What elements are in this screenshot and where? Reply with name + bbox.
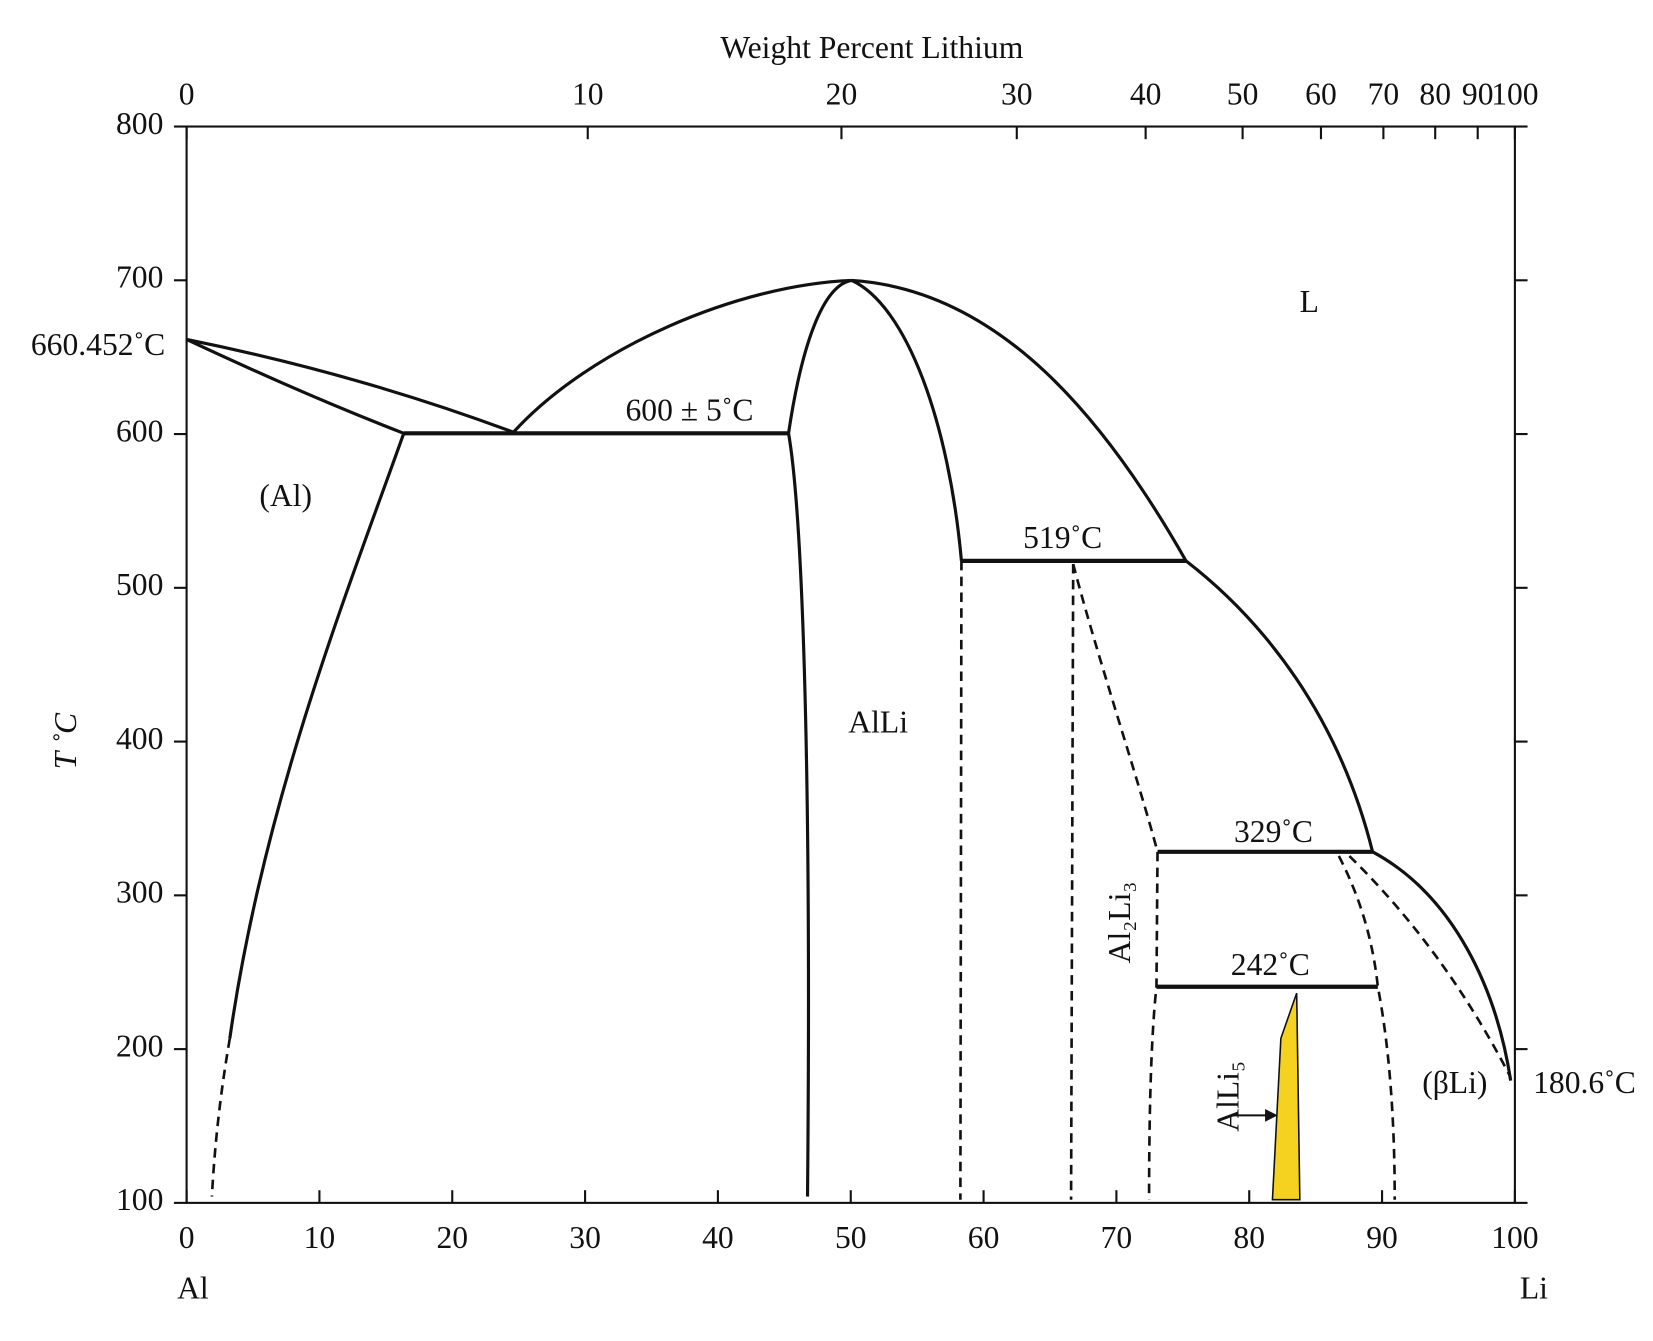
phase-boundary-dashed bbox=[1147, 851, 1159, 1200]
y-tick-label: 700 bbox=[116, 260, 163, 295]
x-tick-label: 90 bbox=[1366, 1220, 1398, 1255]
x-tick-label: 30 bbox=[569, 1220, 601, 1255]
x-tick-label: 40 bbox=[702, 1220, 734, 1255]
liquidus bbox=[512, 278, 852, 434]
solidus bbox=[185, 338, 405, 435]
y-tick-label: 100 bbox=[116, 1182, 163, 1217]
x2-tick-label: 20 bbox=[826, 76, 858, 111]
x-right-label: Li bbox=[1520, 1271, 1548, 1306]
y-tick-label: 600 bbox=[116, 413, 163, 448]
phase-boundary-dashed bbox=[1348, 855, 1512, 1079]
x2-tick-label: 100 bbox=[1491, 76, 1538, 111]
annotation: 329˚C bbox=[1234, 814, 1313, 849]
phase-boundary-dashed bbox=[1337, 855, 1397, 1200]
x-tick-label: 100 bbox=[1491, 1220, 1538, 1255]
annotation: 519˚C bbox=[1023, 520, 1102, 555]
x-tick-label: 60 bbox=[968, 1220, 1000, 1255]
phase-label: (βLi) bbox=[1422, 1065, 1487, 1100]
liquidus bbox=[186, 337, 514, 434]
x-tick-label: 80 bbox=[1233, 1220, 1265, 1255]
x2-tick-label: 50 bbox=[1227, 76, 1259, 111]
x-left-label: Al bbox=[177, 1271, 209, 1306]
y-tick-label: 800 bbox=[116, 106, 163, 141]
liquidus bbox=[851, 278, 1188, 562]
x2-tick-label: 10 bbox=[572, 76, 604, 111]
x-tick-label: 70 bbox=[1101, 1220, 1133, 1255]
phase-label: AlLi bbox=[848, 705, 908, 740]
annotation: 660.452˚C bbox=[31, 327, 165, 362]
y-tick-label: 300 bbox=[116, 875, 163, 910]
annotation: 180.6˚C bbox=[1533, 1065, 1636, 1100]
phase-label: Al₂Li₃ bbox=[1102, 882, 1137, 964]
arrow-head bbox=[1265, 1109, 1278, 1122]
solvus-dashed bbox=[210, 1038, 232, 1197]
x2-tick-label: 30 bbox=[1001, 76, 1033, 111]
solvus bbox=[786, 433, 811, 1197]
solvus bbox=[228, 432, 406, 1039]
liquidus bbox=[1185, 559, 1375, 853]
phase-boundaries bbox=[185, 278, 1513, 1201]
x2-tick-label: 60 bbox=[1305, 76, 1337, 111]
y-tick-label: 500 bbox=[116, 567, 163, 602]
x2-tick-label: 90 bbox=[1462, 76, 1494, 111]
solidus bbox=[786, 278, 853, 434]
solidus bbox=[851, 279, 964, 562]
phase-label: L bbox=[1300, 284, 1319, 319]
x2-tick-label: 0 bbox=[179, 76, 195, 111]
top-axis-title: Weight Percent Lithium bbox=[720, 30, 1023, 65]
x-tick-label: 20 bbox=[436, 1220, 468, 1255]
x2-tick-label: 80 bbox=[1419, 76, 1451, 111]
allil5-region bbox=[1271, 992, 1301, 1201]
phase-label: (Al) bbox=[259, 478, 312, 513]
solvus-dashed bbox=[959, 560, 963, 1200]
annotation: 242˚C bbox=[1231, 947, 1310, 982]
y-tick-label: 200 bbox=[116, 1028, 163, 1063]
x-tick-label: 0 bbox=[179, 1220, 195, 1255]
x-tick-label: 50 bbox=[835, 1220, 867, 1255]
phase-boundary-dashed bbox=[1071, 563, 1159, 853]
y-axis-title: T ˚C bbox=[48, 712, 83, 769]
y-tick-label: 400 bbox=[116, 721, 163, 756]
phase-boundary-dashed bbox=[1069, 564, 1075, 1200]
annotation: 600 ± 5˚C bbox=[625, 393, 753, 428]
x2-tick-label: 70 bbox=[1368, 76, 1400, 111]
liquidus bbox=[1371, 850, 1513, 1081]
x-tick-label: 10 bbox=[304, 1220, 336, 1255]
phase-label: AlLi₅ bbox=[1211, 1061, 1246, 1132]
x2-tick-label: 40 bbox=[1130, 76, 1162, 111]
